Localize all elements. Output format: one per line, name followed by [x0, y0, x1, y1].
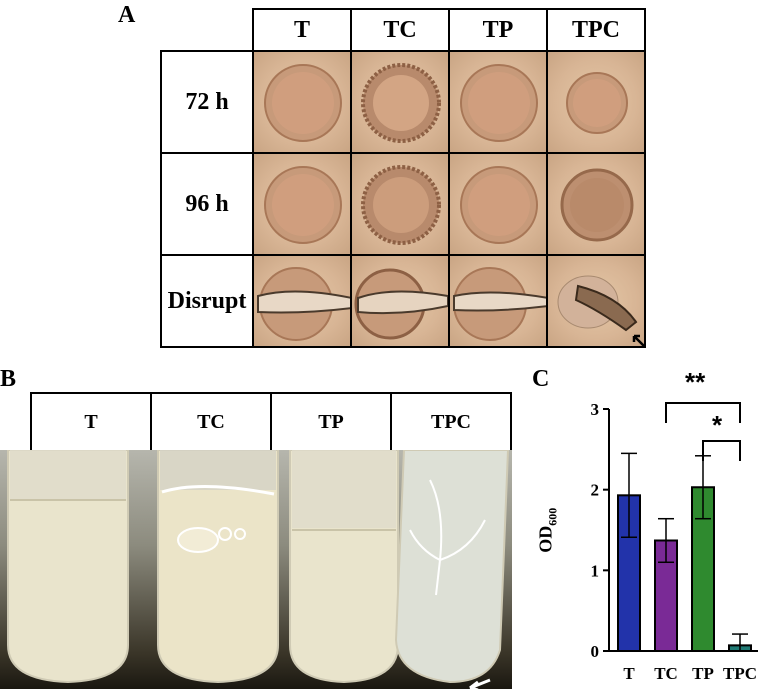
y-tick-label: 3 [591, 400, 600, 419]
col-header-tc: TC [350, 8, 450, 52]
col-header-tp: TP [448, 8, 548, 52]
colony-96h-tc [350, 152, 450, 256]
colony-72h-t [252, 50, 352, 154]
tube-header-tc: TC [150, 392, 272, 452]
x-tick-label: TP [692, 664, 714, 683]
od600-bar-chart: 0 1 2 3 T TC TP TPC [591, 400, 758, 683]
sig-single-star: * [712, 410, 723, 440]
significance-bracket [702, 440, 741, 461]
colony-disrupt-tpc [546, 254, 646, 348]
panel-a-label: A [118, 2, 136, 28]
colony-disrupt-t [252, 254, 352, 348]
x-tick-label: TC [654, 664, 678, 683]
ylabel-main: OD [535, 525, 556, 553]
tube-tpc [394, 450, 510, 689]
row-header-disrupt: Disrupt [160, 254, 254, 348]
significance-bracket [665, 402, 741, 423]
colony-72h-tc [350, 50, 450, 154]
x-tick-label: TPC [723, 664, 757, 683]
colony-disrupt-tp [448, 254, 548, 348]
ylabel: OD600 [536, 500, 561, 560]
tubes-photo [0, 450, 512, 689]
colony-72h-tp [448, 50, 548, 154]
colony-disrupt-tc [350, 254, 450, 348]
tube-tc [157, 450, 279, 684]
colony-72h-tpc [546, 50, 646, 154]
col-header-t: T [252, 8, 352, 52]
colony-96h-tp [448, 152, 548, 256]
sig-double-star: ** [685, 367, 706, 397]
x-tick-label: T [623, 664, 635, 683]
tube-tp [289, 450, 399, 684]
ylabel-sub: 600 [545, 507, 560, 526]
panel-c-label: C [532, 366, 550, 392]
tube-t [7, 450, 129, 684]
tube-header-tpc: TPC [390, 392, 512, 452]
y-tick-label: 2 [591, 481, 600, 500]
tube-header-tp: TP [270, 392, 392, 452]
tube-header-t: T [30, 392, 152, 452]
row-header-72h: 72 h [160, 50, 254, 154]
panel-b-label: B [0, 366, 17, 392]
colony-96h-t [252, 152, 352, 256]
y-tick-label: 1 [591, 561, 600, 580]
col-header-tpc: TPC [546, 8, 646, 52]
y-tick-label: 0 [591, 642, 600, 661]
colony-96h-tpc [546, 152, 646, 256]
row-header-96h: 96 h [160, 152, 254, 256]
